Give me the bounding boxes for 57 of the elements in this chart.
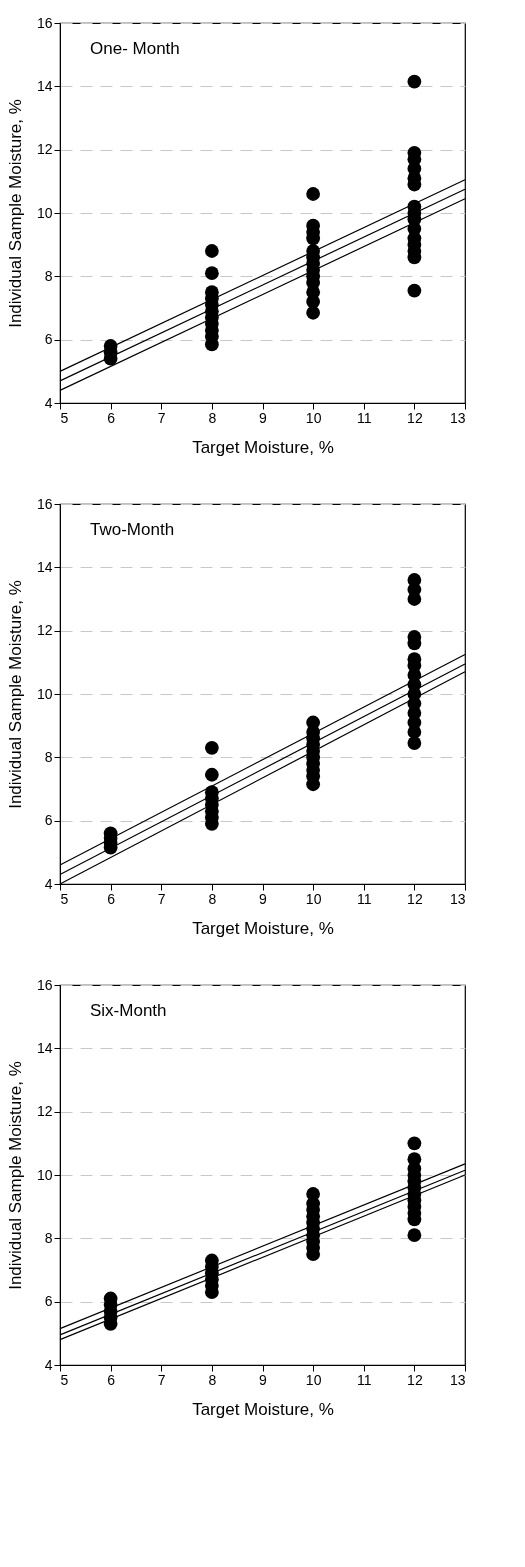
y-tick-label: 4 <box>44 875 53 892</box>
y-tick-label: 16 <box>36 495 53 512</box>
y-axis-title: Individual Sample Moisture, % <box>5 1061 25 1290</box>
x-tick-label: 6 <box>107 1371 116 1388</box>
x-tick-label: 13 <box>449 890 466 907</box>
x-tick-label: 9 <box>259 1371 268 1388</box>
y-tick-label: 12 <box>36 622 53 639</box>
x-tick-label: 8 <box>208 409 217 426</box>
y-tick-label: 12 <box>36 1103 53 1120</box>
x-tick-label: 12 <box>407 409 423 426</box>
x-axis-title: Target Moisture, % <box>192 437 334 457</box>
x-tick-label: 10 <box>305 409 322 426</box>
y-tick-label: 6 <box>44 1293 53 1310</box>
y-tick-label: 4 <box>44 1356 53 1373</box>
text: Six-Month <box>90 1001 167 1020</box>
y-tick-label: 4 <box>44 394 53 411</box>
x-tick-label: 9 <box>259 409 268 426</box>
x-tick-label: 6 <box>107 890 116 907</box>
x-tick-label: 6 <box>107 409 116 426</box>
x-tick-label: 7 <box>157 409 166 426</box>
x-tick-label: 5 <box>60 890 69 907</box>
y-tick-label: 8 <box>44 1229 53 1246</box>
x-tick-label: 12 <box>407 890 423 907</box>
x-tick-label: 10 <box>305 890 322 907</box>
y-tick-label: 16 <box>36 14 53 31</box>
y-tick-label: 14 <box>36 1039 53 1056</box>
x-tick-label: 11 <box>356 1371 372 1388</box>
y-axis-title: Individual Sample Moisture, % <box>5 99 25 328</box>
y-tick-label: 6 <box>44 812 53 829</box>
y-axis-title: Individual Sample Moisture, % <box>5 580 25 809</box>
y-tick-label: 6 <box>44 331 53 348</box>
text: One- Month <box>90 39 180 58</box>
x-tick-label: 13 <box>449 1371 466 1388</box>
y-tick-label: 16 <box>36 976 53 993</box>
x-tick-label: 8 <box>208 890 217 907</box>
x-tick-label: 5 <box>60 409 69 426</box>
x-tick-label: 10 <box>305 1371 322 1388</box>
x-tick-label: 5 <box>60 1371 69 1388</box>
y-tick-label: 8 <box>44 267 53 284</box>
y-tick-label: 14 <box>36 558 53 575</box>
x-tick-label: 8 <box>208 1371 217 1388</box>
y-tick-label: 10 <box>36 685 53 702</box>
x-axis-title: Target Moisture, % <box>192 918 334 938</box>
x-tick-label: 9 <box>259 890 268 907</box>
x-tick-label: 7 <box>157 890 166 907</box>
text: Two-Month <box>90 520 175 539</box>
y-tick-label: 12 <box>36 141 53 158</box>
y-tick-label: 14 <box>36 77 53 94</box>
x-tick-label: 11 <box>356 409 372 426</box>
x-tick-label: 7 <box>157 1371 166 1388</box>
x-tick-label: 12 <box>407 1371 423 1388</box>
y-tick-label: 10 <box>36 204 53 221</box>
x-tick-label: 13 <box>449 409 466 426</box>
x-tick-label: 11 <box>356 890 372 907</box>
x-axis-title: Target Moisture, % <box>192 1399 334 1419</box>
y-tick-label: 10 <box>36 1166 53 1183</box>
y-tick-label: 8 <box>44 748 53 765</box>
